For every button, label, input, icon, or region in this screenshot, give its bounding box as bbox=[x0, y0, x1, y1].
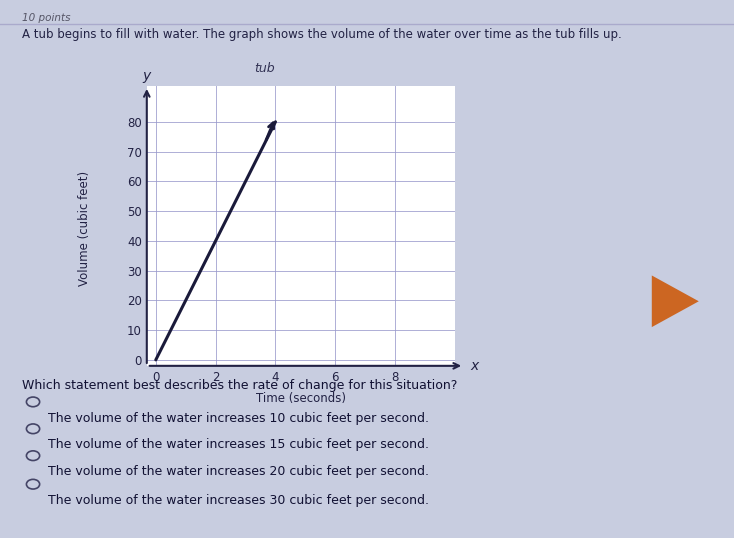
Text: The volume of the water increases 30 cubic feet per second.: The volume of the water increases 30 cub… bbox=[48, 494, 429, 507]
Text: tub: tub bbox=[254, 62, 275, 75]
Text: The volume of the water increases 20 cubic feet per second.: The volume of the water increases 20 cub… bbox=[48, 465, 429, 478]
X-axis label: Time (seconds): Time (seconds) bbox=[256, 392, 346, 405]
Text: 10 points: 10 points bbox=[22, 13, 70, 24]
Text: Which statement best describes the rate of change for this situation?: Which statement best describes the rate … bbox=[22, 379, 457, 392]
Text: The volume of the water increases 15 cubic feet per second.: The volume of the water increases 15 cub… bbox=[48, 438, 429, 451]
Text: Volume (cubic feet): Volume (cubic feet) bbox=[78, 171, 91, 286]
Text: A tub begins to fill with water. The graph shows the volume of the water over ti: A tub begins to fill with water. The gra… bbox=[22, 28, 622, 41]
Text: x: x bbox=[470, 359, 479, 373]
Text: y: y bbox=[142, 69, 151, 83]
Text: The volume of the water increases 10 cubic feet per second.: The volume of the water increases 10 cub… bbox=[48, 412, 429, 424]
Polygon shape bbox=[652, 275, 699, 327]
